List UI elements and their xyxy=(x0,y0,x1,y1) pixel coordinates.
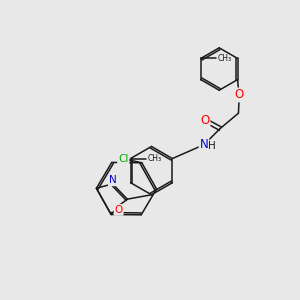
Text: O: O xyxy=(115,205,123,215)
Text: N: N xyxy=(200,138,208,151)
Text: CH₃: CH₃ xyxy=(218,54,232,63)
Text: CH₃: CH₃ xyxy=(147,154,161,163)
Text: N: N xyxy=(109,175,116,185)
Text: O: O xyxy=(200,114,209,127)
Text: O: O xyxy=(234,88,244,101)
Text: Cl: Cl xyxy=(118,154,128,164)
Text: H: H xyxy=(208,141,216,151)
